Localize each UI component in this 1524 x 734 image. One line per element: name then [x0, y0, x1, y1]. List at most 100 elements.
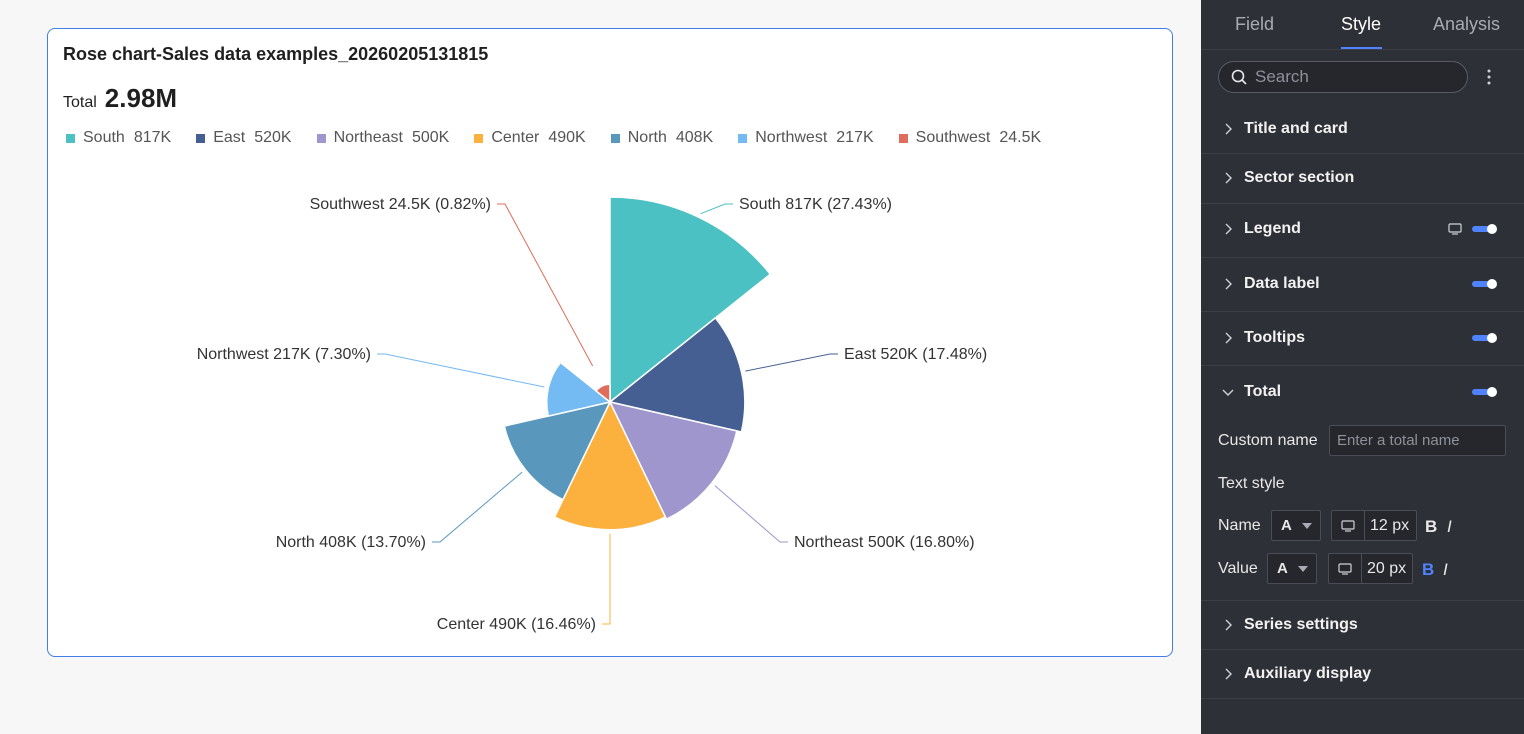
leader-line-south	[700, 203, 733, 215]
section-label: Series settings	[1244, 616, 1358, 633]
legend-item-northwest[interactable]: Northwest 217K	[738, 129, 874, 147]
search-box[interactable]	[1218, 61, 1468, 93]
legend-value: 500K	[411, 129, 450, 146]
chart-title: Rose chart-Sales data examples_202602051…	[63, 44, 489, 64]
chevron-right-icon	[1225, 332, 1232, 344]
more-options-icon[interactable]	[1485, 67, 1493, 87]
value-font-select[interactable]: A	[1267, 553, 1317, 584]
leader-line-northwest	[377, 353, 545, 388]
legend-value: 520K	[254, 129, 292, 146]
section-auxiliary[interactable]: Auxiliary display	[1201, 650, 1524, 699]
chevron-right-icon	[1225, 619, 1232, 631]
section-label: Sector section	[1244, 169, 1355, 186]
name-size-value: 12 px	[1370, 517, 1410, 534]
legend-name: East	[213, 129, 246, 146]
value-size-value: 20 px	[1367, 560, 1407, 577]
custom-name-input[interactable]	[1329, 425, 1506, 456]
chevron-right-icon	[1225, 123, 1232, 135]
section-label: Legend	[1244, 220, 1301, 237]
settings-panel: Field Style Analysis Title and card Sect…	[1201, 0, 1524, 734]
total-toggle[interactable]	[1472, 387, 1498, 397]
legend-toggle[interactable]	[1472, 224, 1498, 234]
custom-name-label: Custom name	[1218, 432, 1318, 449]
data-label-east: East 520K (17.48%)	[844, 346, 987, 363]
monitor-icon[interactable]	[1448, 223, 1462, 235]
section-label: Total	[1244, 383, 1282, 400]
sector-north[interactable]	[503, 400, 612, 501]
legend-swatch	[610, 133, 620, 143]
chevron-right-icon	[1225, 668, 1232, 680]
section-sector[interactable]: Sector section	[1201, 154, 1524, 204]
name-style-label: Name	[1218, 517, 1261, 534]
search-icon	[1231, 69, 1247, 85]
value-bold-button[interactable]: B	[1422, 560, 1435, 579]
panel-tabs: Field Style Analysis	[1201, 0, 1524, 50]
total-display: Total 2.98M	[63, 83, 177, 114]
legend-swatch	[196, 133, 206, 143]
name-font-select[interactable]: A	[1271, 510, 1321, 541]
data-label-northeast: Northeast 500K (16.80%)	[794, 534, 975, 551]
sector-center[interactable]	[553, 400, 667, 531]
legend-item-northeast[interactable]: Northeast 500K	[316, 129, 450, 147]
section-title-card[interactable]: Title and card	[1201, 105, 1524, 154]
leader-line-northeast	[714, 485, 788, 543]
name-font-size[interactable]: 12 px	[1331, 510, 1417, 541]
leader-line-east	[745, 353, 838, 372]
chart-card[interactable]: Rose chart-Sales data examples_202602051…	[47, 28, 1173, 657]
value-style-label: Value	[1218, 560, 1258, 577]
font-a-icon: A	[1281, 517, 1292, 534]
legend-swatch	[66, 133, 75, 143]
name-italic-button[interactable]: I	[1447, 517, 1452, 536]
legend-name: Center	[491, 129, 540, 146]
data-label-north: North 408K (13.70%)	[276, 534, 426, 551]
name-bold-button[interactable]: B	[1425, 517, 1438, 536]
legend-item-center[interactable]: Center 490K	[474, 129, 586, 147]
tab-field[interactable]: Field	[1235, 14, 1275, 34]
sector-northwest[interactable]	[546, 361, 612, 417]
font-a-icon: A	[1277, 560, 1288, 577]
legend-item-south[interactable]: South 817K	[66, 129, 171, 147]
section-series[interactable]: Series settings	[1201, 601, 1524, 650]
data-label-northwest: Northwest 217K (7.30%)	[197, 346, 371, 363]
legend-swatch	[898, 133, 908, 143]
value-italic-button[interactable]: I	[1443, 560, 1448, 579]
legend-name: Southwest	[915, 129, 991, 146]
text-style-label: Text style	[1218, 475, 1285, 492]
data-label-southwest: Southwest 24.5K (0.82%)	[310, 196, 491, 213]
tab-analysis[interactable]: Analysis	[1433, 14, 1501, 34]
rose-chart: South 817K (27.43%) East 520K (17.48%) Nor…	[197, 196, 988, 633]
sector-southwest[interactable]	[595, 383, 611, 404]
sector-east[interactable]	[608, 316, 746, 433]
legend-name: North	[627, 129, 667, 146]
sector-south[interactable]	[609, 196, 772, 404]
section-legend[interactable]: Legend	[1201, 204, 1524, 258]
section-total-header[interactable]: Total	[1201, 381, 1524, 403]
chevron-right-icon	[1225, 223, 1232, 235]
sector-northeast[interactable]	[608, 400, 738, 521]
tooltips-toggle[interactable]	[1472, 333, 1498, 343]
caret-down-icon	[1298, 566, 1308, 572]
leader-line-center	[602, 533, 611, 625]
value-font-size[interactable]: 20 px	[1328, 553, 1413, 584]
data-label-south: South 817K (27.43%)	[739, 196, 892, 213]
section-label: Title and card	[1244, 120, 1348, 137]
legend-item-north[interactable]: North 408K	[610, 129, 713, 147]
section-label: Tooltips	[1244, 329, 1306, 346]
search-input[interactable]	[1255, 67, 1455, 87]
monitor-icon	[1341, 520, 1355, 532]
legend-name: Northeast	[333, 129, 403, 146]
legend-value: 217K	[836, 129, 874, 146]
tab-style[interactable]: Style	[1341, 14, 1382, 34]
data-label-toggle[interactable]	[1472, 279, 1498, 289]
section-tooltips[interactable]: Tooltips	[1201, 312, 1524, 366]
total-name: Total	[63, 94, 97, 111]
leader-line-north	[432, 471, 523, 543]
chevron-down-icon	[1222, 389, 1234, 396]
monitor-icon	[1338, 563, 1352, 575]
active-tab-indicator	[1341, 47, 1382, 49]
legend-value: 817K	[133, 129, 172, 146]
section-data-label[interactable]: Data label	[1201, 258, 1524, 312]
legend-item-southwest[interactable]: Southwest 24.5K	[898, 129, 1041, 147]
legend-item-east[interactable]: East 520K	[196, 129, 292, 147]
chevron-right-icon	[1225, 172, 1232, 184]
